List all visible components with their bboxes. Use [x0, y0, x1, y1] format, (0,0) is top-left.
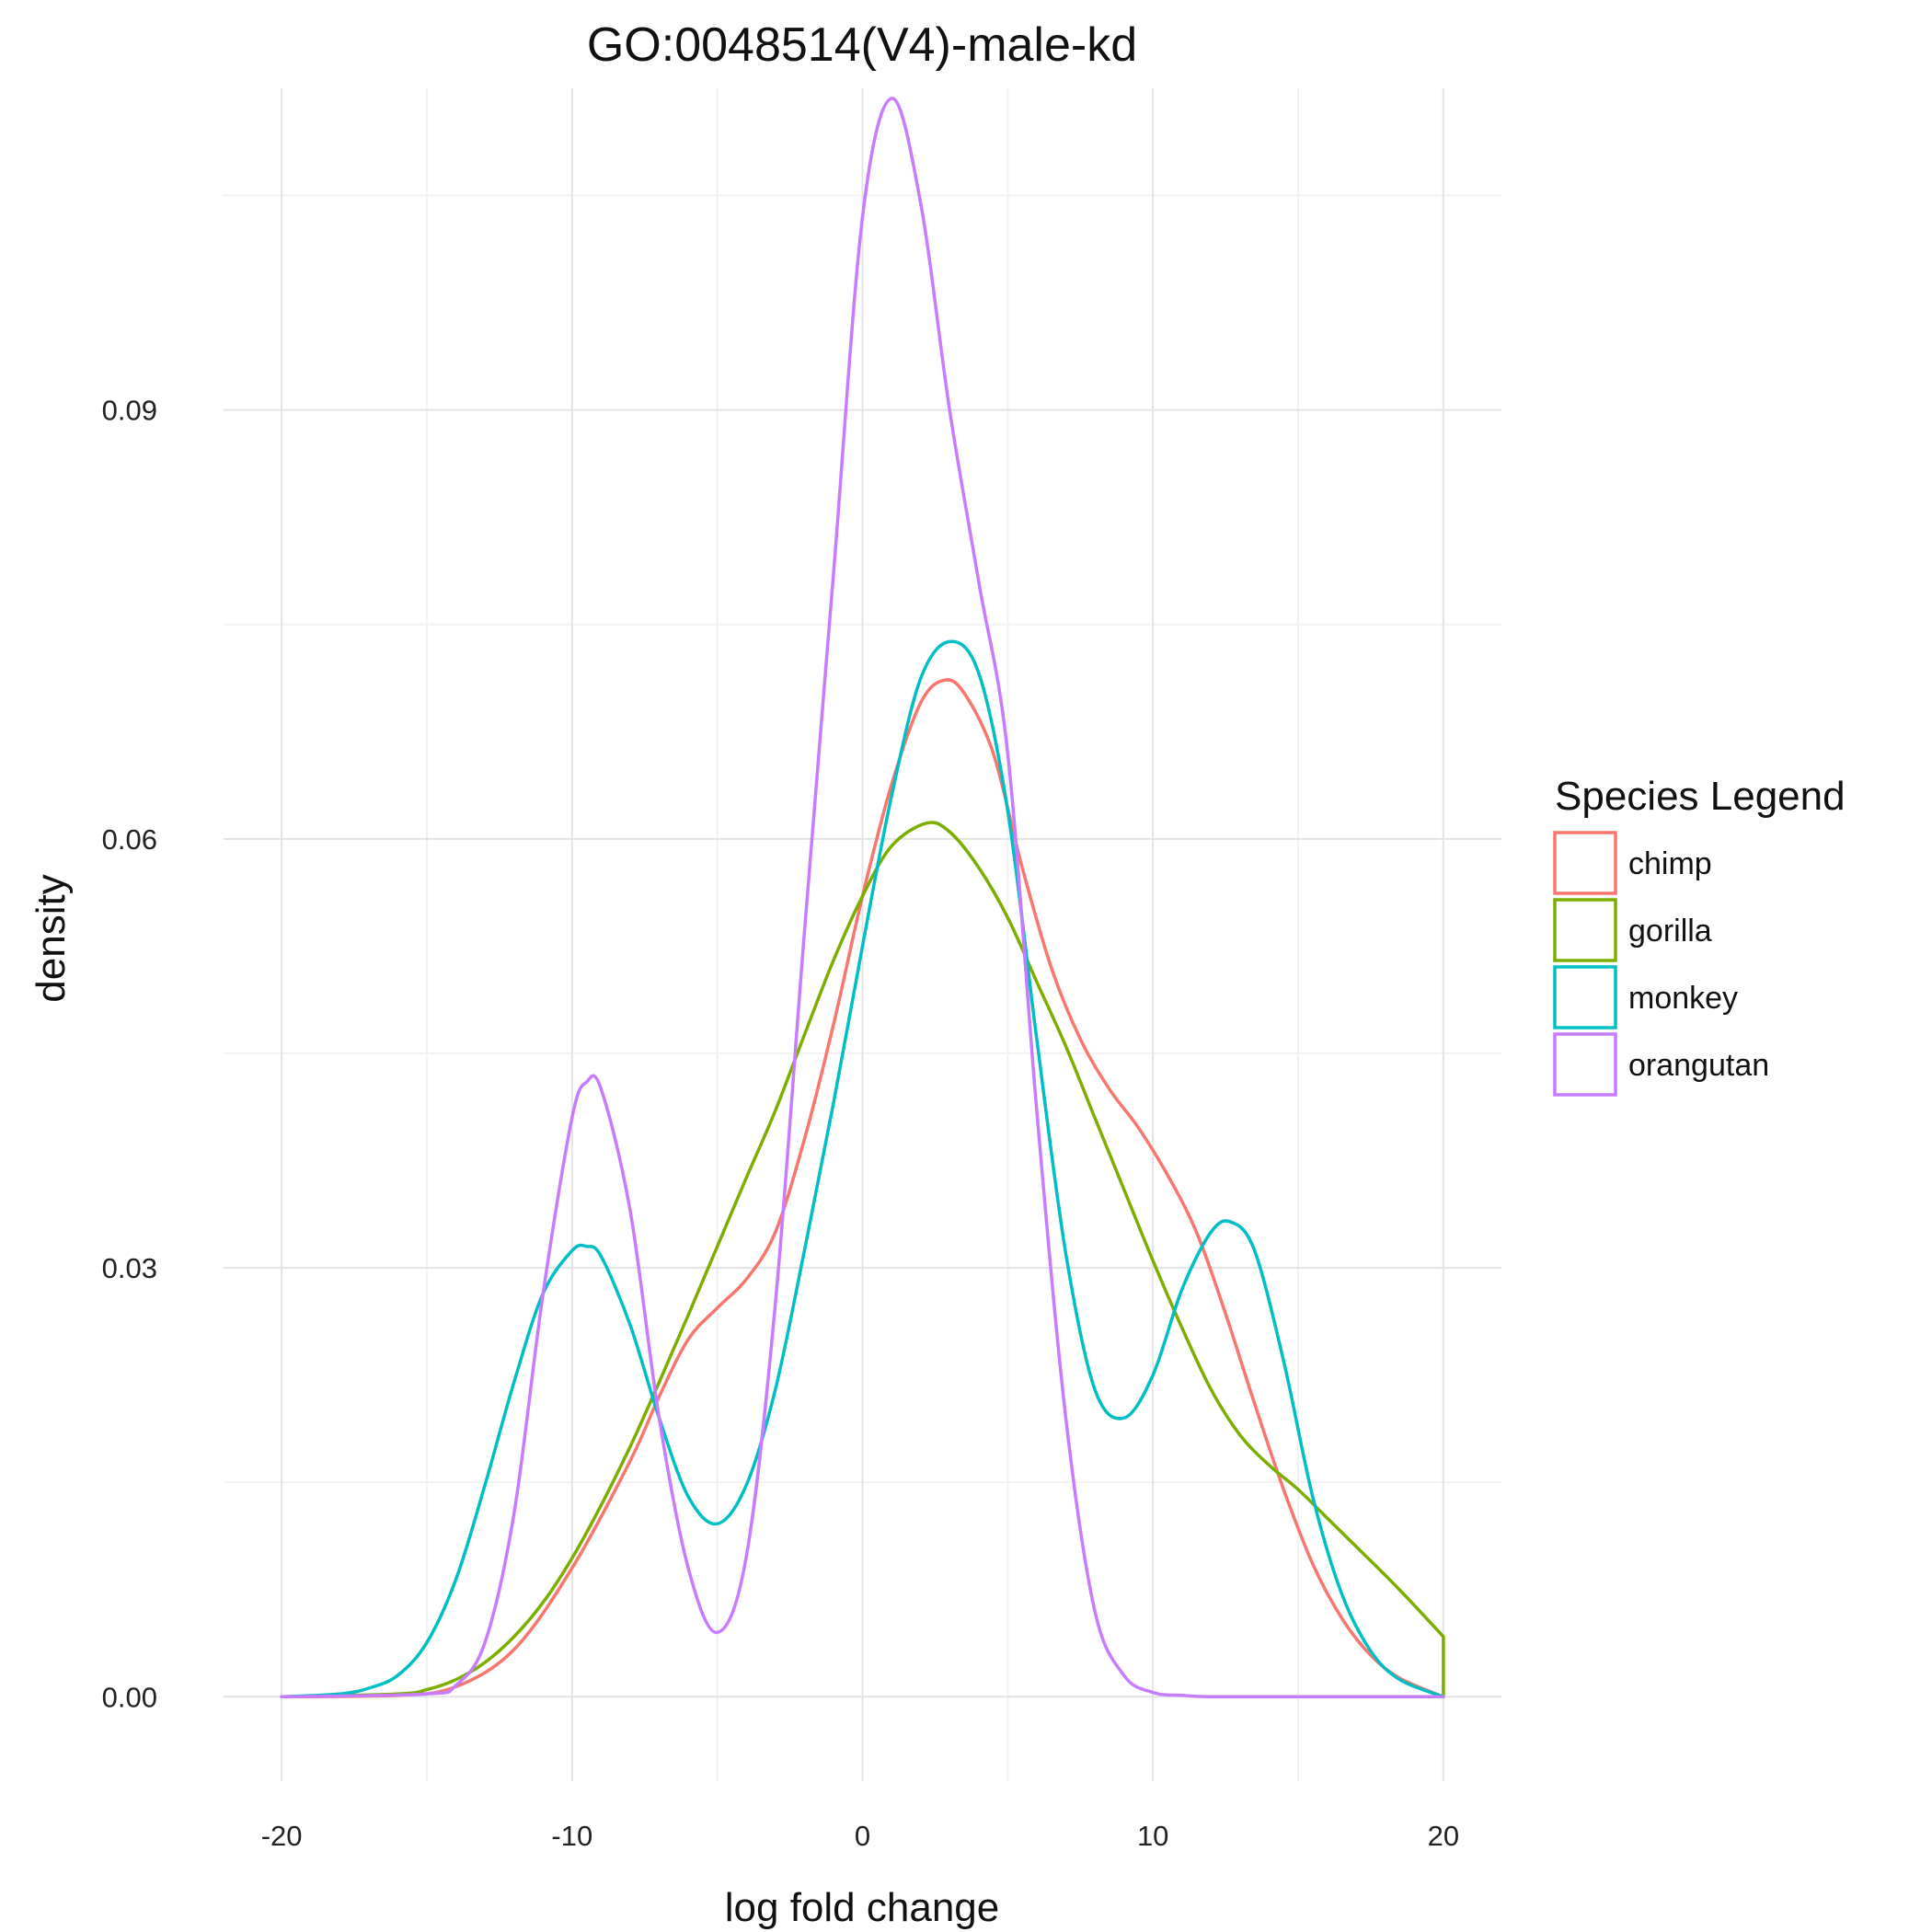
- legend-key-chimp: [1553, 831, 1617, 895]
- y-axis-title: density: [29, 874, 74, 1002]
- legend-label-monkey: monkey: [1628, 981, 1738, 1016]
- chart-title: GO:0048514(V4)-male-kd: [587, 18, 1137, 72]
- y-tick-label: 0.09: [102, 395, 157, 427]
- series-line-monkey: [280, 639, 1445, 1699]
- series-line-chimp: [280, 678, 1445, 1699]
- series-line-orangutan: [280, 97, 1445, 1699]
- legend-label-orangutan: orangutan: [1628, 1048, 1769, 1083]
- y-tick-label: 0.06: [102, 823, 157, 856]
- x-tick-label: 20: [1428, 1820, 1459, 1852]
- legend-title: Species Legend: [1555, 774, 1846, 819]
- x-tick-label: -10: [551, 1820, 592, 1852]
- y-tick-label: 0.00: [102, 1681, 157, 1713]
- x-tick-label: 10: [1137, 1820, 1168, 1852]
- legend-key-monkey: [1553, 965, 1617, 1029]
- x-tick-label: -20: [261, 1820, 303, 1852]
- series-lines: [280, 97, 1445, 1699]
- legend-key-orangutan: [1553, 1032, 1617, 1097]
- legend: Species Legend chimp gorilla monkey orangut…: [1553, 774, 1846, 1097]
- legend-label-gorilla: gorilla: [1628, 914, 1712, 949]
- y-axis-tick-labels: 0.00 0.03 0.06 0.09: [102, 395, 157, 1714]
- legend-key-gorilla: [1553, 898, 1617, 962]
- x-axis-tick-labels: -20 -10 0 10 20: [261, 1820, 1459, 1852]
- legend-label-chimp: chimp: [1628, 846, 1712, 881]
- x-tick-label: 0: [855, 1820, 870, 1852]
- series-line-gorilla: [280, 821, 1445, 1699]
- x-axis-title: log fold change: [725, 1885, 999, 1930]
- legend-items: chimp gorilla monkey orangutan: [1553, 831, 1769, 1097]
- y-tick-label: 0.03: [102, 1252, 157, 1284]
